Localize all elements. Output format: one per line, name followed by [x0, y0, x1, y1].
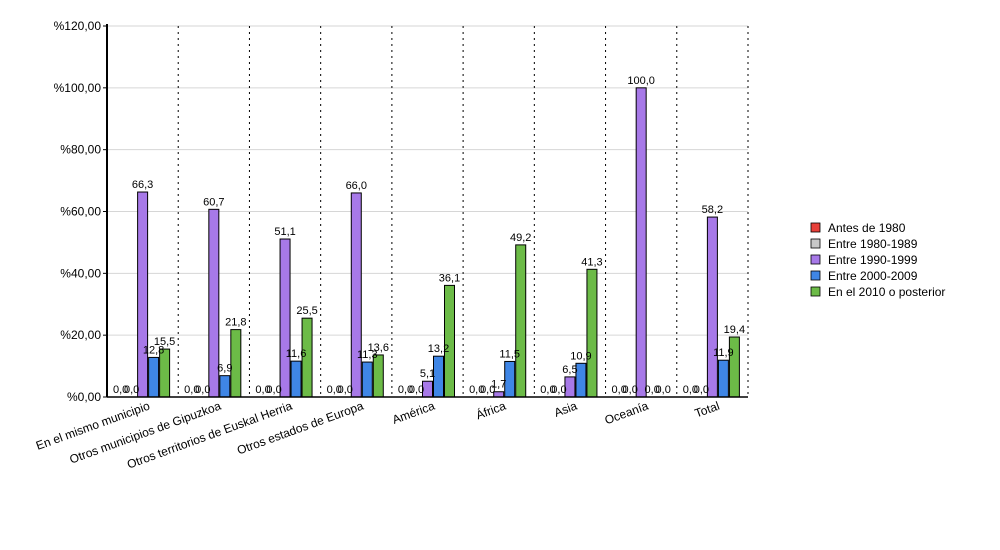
bar	[635, 87, 647, 398]
bar	[515, 244, 527, 398]
bar	[361, 361, 373, 398]
category-separators	[177, 26, 749, 397]
axes	[103, 24, 748, 398]
data-label: 10,9	[570, 350, 591, 362]
data-label: 66,0	[346, 180, 367, 192]
data-label: 0,0	[409, 384, 424, 396]
data-label: 0,0	[195, 384, 210, 396]
category-label: Asia	[552, 399, 579, 420]
legend-swatch	[810, 254, 821, 265]
bar	[586, 268, 598, 398]
data-label: 13,6	[368, 342, 389, 354]
data-label: 49,2	[510, 232, 531, 244]
data-label: 0,0	[694, 384, 709, 396]
data-label: 0,0	[113, 384, 128, 396]
bar	[148, 356, 160, 398]
data-label: 0,0	[480, 384, 495, 396]
data-label: 41,3	[581, 256, 602, 268]
legend-swatch	[810, 286, 821, 297]
data-label: 0,0	[612, 384, 627, 396]
data-label: 0,0	[469, 384, 484, 396]
bar	[350, 192, 362, 398]
data-label: 0,0	[266, 384, 281, 396]
data-label: 0,0	[656, 384, 671, 396]
data-label: 0,0	[327, 384, 342, 396]
data-label: 1,7	[491, 379, 506, 391]
legend-label: Entre 2000-2009	[828, 269, 918, 283]
data-label: 15,5	[154, 336, 175, 348]
category-label: Total	[693, 399, 722, 421]
data-label: 100,0	[627, 75, 655, 87]
category-label: América	[390, 399, 436, 427]
data-label: 0,0	[338, 384, 353, 396]
data-label: 0,0	[645, 384, 660, 396]
data-label: 58,2	[702, 204, 723, 216]
data-label: 6,5	[562, 364, 577, 376]
bar	[717, 359, 729, 398]
bar	[444, 284, 455, 398]
bar	[219, 375, 231, 398]
data-label: 0,0	[551, 384, 566, 396]
legend-label: Entre 1990-1999	[828, 253, 918, 267]
bar	[290, 360, 302, 398]
data-label: 36,1	[439, 272, 460, 284]
category-label: África	[474, 398, 508, 423]
data-label: 5,1	[420, 368, 435, 380]
legend-label: Antes de 1980	[828, 221, 906, 235]
y-tick-label: %80,00	[60, 143, 101, 157]
y-tick-label: %20,00	[60, 328, 101, 342]
data-label: 0,0	[683, 384, 698, 396]
data-label: 0,0	[623, 384, 638, 396]
data-label: 6,9	[217, 363, 232, 375]
y-tick-label: %120,00	[54, 19, 102, 33]
data-label: 11,6	[286, 348, 307, 360]
y-tick-label: %100,00	[54, 81, 102, 95]
bar	[137, 191, 149, 398]
data-label: 25,5	[296, 305, 317, 317]
legend-swatch	[810, 270, 821, 281]
legend-label: En el 2010 o posterior	[828, 285, 945, 299]
data-label: 0,0	[398, 384, 413, 396]
data-label: 66,3	[132, 179, 153, 191]
value-labels: 0,00,066,312,815,50,00,060,76,921,80,00,…	[113, 75, 745, 396]
category-label: Oceanía	[603, 399, 651, 428]
bar	[728, 336, 740, 398]
data-label: 0,0	[540, 384, 555, 396]
bar	[279, 238, 291, 398]
data-label: 60,7	[203, 196, 224, 208]
data-label: 0,0	[184, 384, 199, 396]
y-tick-label: %0,00	[67, 390, 101, 404]
bars	[137, 87, 740, 398]
data-label: 11,5	[499, 348, 520, 360]
bar	[372, 354, 384, 398]
legend-swatch	[810, 222, 821, 233]
bar	[706, 216, 718, 398]
data-label: 11,3	[357, 349, 378, 361]
y-tick-labels: %0,00 %20,00 %40,00 %60,00 %80,00 %100,00 %120…	[54, 19, 102, 404]
data-label: 0,0	[255, 384, 270, 396]
legend: Antes de 1980 Entre 1980-1989 Entre 1990-1…	[810, 221, 945, 299]
data-label: 19,4	[724, 324, 745, 336]
y-tick-label: %60,00	[60, 205, 101, 219]
data-label: 12,8	[143, 344, 164, 356]
category-label: Otros estados de Europa	[235, 399, 365, 458]
legend-label: Entre 1980-1989	[828, 237, 918, 251]
legend-swatch	[810, 238, 821, 249]
data-label: 13,2	[428, 343, 449, 355]
data-label: 0,0	[124, 384, 139, 396]
data-label: 21,8	[225, 317, 246, 329]
data-label: 51,1	[274, 226, 295, 238]
data-label: 11,9	[713, 347, 734, 359]
y-tick-label: %40,00	[60, 266, 101, 280]
